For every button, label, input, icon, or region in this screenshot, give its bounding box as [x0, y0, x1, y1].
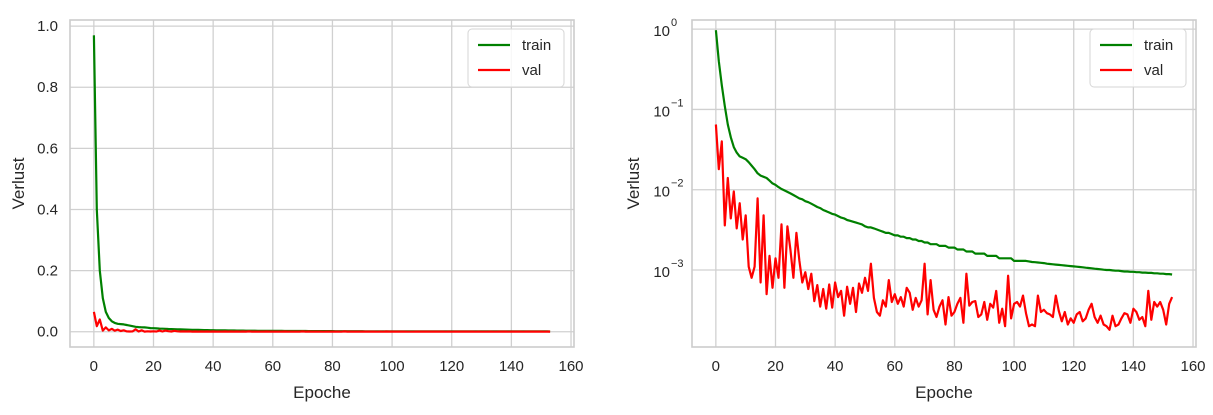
x-tick-label: 140	[499, 358, 524, 375]
x-tick-label: 120	[1061, 358, 1086, 375]
x-tick-label: 60	[886, 358, 903, 375]
x-tick-label: 40	[205, 358, 222, 375]
y-tick-exponent: −1	[671, 97, 684, 109]
x-tick-label: 100	[380, 358, 405, 375]
x-axis-label: Epoche	[915, 383, 973, 402]
y-tick-exponent: 0	[671, 17, 677, 29]
legend-label-val: val	[522, 62, 541, 79]
y-tick-exponent: −3	[671, 258, 684, 270]
y-tick-label: 0.4	[37, 201, 58, 218]
x-axis-label: Epoche	[293, 383, 351, 402]
chart-linear-panel: 0 20 40 60 80 100 120 140 160 0.0 0.2 0.4 0.6 0.8 1.0 E…	[9, 18, 584, 402]
y-axis-label: Verlust	[624, 157, 643, 209]
y-tick-label: 10	[653, 103, 670, 120]
y-tick-exponent: −2	[671, 178, 684, 190]
x-tick-label: 140	[1121, 358, 1146, 375]
x-tick-label: 80	[946, 358, 963, 375]
x-tick-label: 80	[324, 358, 341, 375]
y-axis-label: Verlust	[9, 157, 28, 209]
legend-label-train: train	[1144, 37, 1173, 54]
y-tick-label: 0.6	[37, 140, 58, 157]
y-tick-label: 0.2	[37, 263, 58, 280]
series-line-val	[92, 311, 551, 333]
legend-label-val: val	[1144, 62, 1163, 79]
legend-label-train: train	[522, 37, 551, 54]
series-line-train	[714, 30, 1173, 276]
plot-frame	[69, 19, 575, 348]
x-tick-label: 160	[1181, 358, 1206, 375]
x-tick-label: 40	[827, 358, 844, 375]
legend-box	[1089, 28, 1187, 88]
x-tick-label: 0	[90, 358, 98, 375]
y-tick-label: 10	[653, 23, 670, 40]
y-tick-label: 10	[653, 264, 670, 281]
legend-box	[467, 28, 565, 88]
y-tick-label: 0.8	[37, 79, 58, 96]
plot-frame	[691, 19, 1197, 348]
x-tick-label: 20	[145, 358, 162, 375]
series-line-val	[714, 124, 1174, 331]
y-tick-label: 10	[653, 184, 670, 201]
x-tick-label: 60	[264, 358, 281, 375]
x-tick-label: 0	[712, 358, 720, 375]
x-tick-label: 20	[767, 358, 784, 375]
x-tick-label: 160	[559, 358, 584, 375]
x-tick-label: 100	[1002, 358, 1027, 375]
y-tick-label: 1.0	[37, 18, 58, 35]
x-tick-label: 120	[439, 358, 464, 375]
y-tick-label: 0.0	[37, 324, 58, 341]
